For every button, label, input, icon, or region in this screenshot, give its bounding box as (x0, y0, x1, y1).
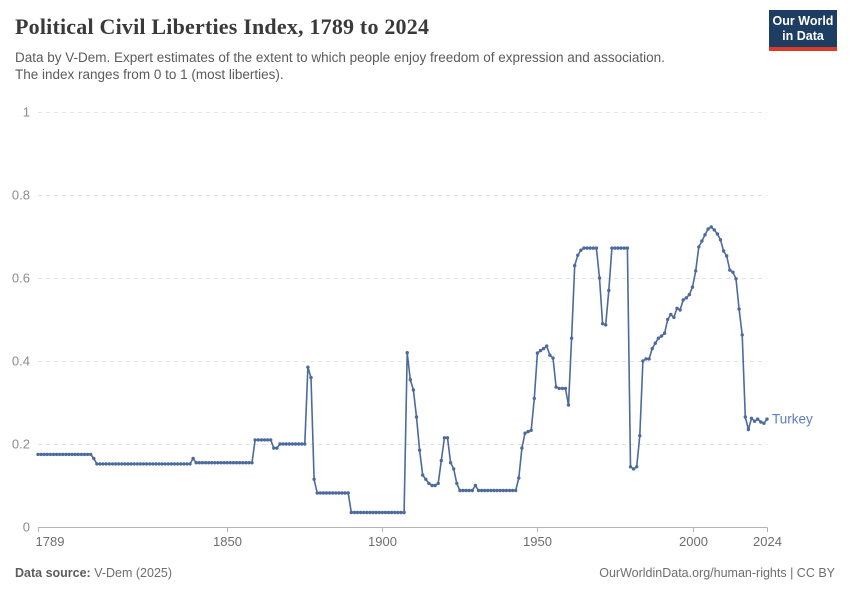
chart-header: Political Civil Liberties Index, 1789 to… (15, 14, 750, 83)
svg-text:0.2: 0.2 (12, 437, 30, 452)
svg-text:0.4: 0.4 (12, 354, 30, 369)
svg-text:1789: 1789 (36, 534, 65, 549)
data-source-label: Data source: (15, 566, 91, 580)
page-title: Political Civil Liberties Index, 1789 to… (15, 14, 430, 39)
y-gridlines (38, 112, 767, 445)
svg-text:1950: 1950 (523, 534, 552, 549)
svg-text:0.6: 0.6 (12, 271, 30, 286)
chart-subtitle: Data by V-Dem. Expert estimates of the e… (15, 49, 750, 83)
owid-logo-line2: in Data (782, 28, 824, 43)
svg-text:1850: 1850 (213, 534, 242, 549)
turkey-line[interactable] (38, 226, 768, 514)
x-axis-labels: 1789 1850 1900 1950 2000 2024 (36, 534, 782, 549)
chart-canvas[interactable]: 0 0.2 0.4 0.6 0.8 1 1789 1850 1900 1950 2000 2024 Tu… (0, 100, 850, 560)
x-axis (38, 527, 768, 532)
svg-text:0: 0 (23, 520, 30, 535)
data-source-value: V-Dem (2025) (94, 566, 173, 580)
credit-link[interactable]: OurWorldinData.org/human-rights | CC BY (599, 566, 835, 580)
owid-logo[interactable]: Our World in Data (769, 10, 837, 51)
data-source: Data source: V-Dem (2025) (15, 566, 172, 580)
series-end-label-turkey[interactable]: Turkey (772, 412, 813, 427)
chart-footer: Data source: V-Dem (2025) OurWorldinData… (15, 566, 835, 580)
svg-text:2024: 2024 (753, 534, 782, 549)
chart-subtitle-line2: The index ranges from 0 to 1 (most liber… (15, 67, 284, 82)
svg-text:1900: 1900 (368, 534, 397, 549)
chart-subtitle-line1: Data by V-Dem. Expert estimates of the e… (15, 50, 665, 65)
svg-text:0.8: 0.8 (12, 188, 30, 203)
y-axis-labels: 0 0.2 0.4 0.6 0.8 1 (12, 105, 30, 535)
svg-text:2000: 2000 (679, 534, 708, 549)
series-turkey[interactable] (36, 225, 769, 515)
svg-text:1: 1 (23, 105, 30, 120)
owid-logo-line1: Our World (772, 13, 834, 28)
